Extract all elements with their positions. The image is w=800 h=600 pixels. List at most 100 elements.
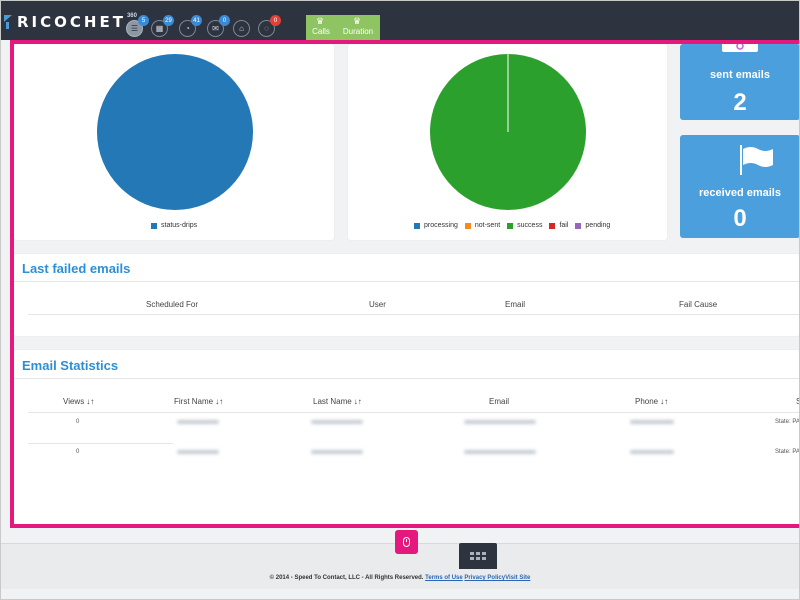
legend-swatch — [464, 222, 471, 229]
legend-label: status-drips — [161, 222, 198, 229]
blurred-last-name — [311, 420, 363, 424]
sort-icon: ↓↑ — [86, 397, 95, 406]
visit-site-link[interactable]: Visit Site — [505, 575, 531, 581]
blurred-email — [464, 420, 536, 424]
nav-badge: 29 — [163, 15, 174, 26]
legend-item-processing[interactable]: processing — [414, 222, 458, 229]
failed-emails-panel: Last failed emails Scheduled For User Em… — [14, 254, 800, 336]
divider — [28, 314, 800, 315]
nav-badge: 0 — [219, 15, 230, 26]
sort-icon: ↓↑ — [215, 397, 224, 406]
blurred-first-name — [177, 420, 219, 424]
divider — [14, 378, 800, 379]
th-last-name[interactable]: Last Name ↓↑ — [313, 397, 362, 406]
th-user[interactable]: User — [369, 300, 386, 309]
divider — [28, 443, 173, 444]
sent-emails-value: 2 — [733, 89, 747, 116]
logo-sup: 360 — [126, 13, 137, 19]
tab-calls-label: Calls — [312, 27, 330, 36]
crown-icon — [316, 17, 326, 26]
nav-badge: 41 — [191, 15, 202, 26]
th-scheduled-for[interactable]: Scheduled For — [146, 300, 199, 309]
ricochet-logo[interactable]: RICOCHET 360 — [4, 12, 137, 32]
sent-emails-card[interactable]: sent emails 2 — [680, 44, 800, 120]
grid-icon — [470, 552, 486, 560]
mouse-icon — [403, 537, 410, 547]
legend-label: success — [517, 222, 543, 229]
tab-duration[interactable]: Duration — [336, 15, 380, 40]
legend-swatch — [414, 222, 420, 229]
copyright: © 2014 - Speed To Contact, LLC - All Rig… — [0, 575, 800, 581]
message-icon[interactable]: ◌ 0 — [258, 15, 281, 37]
logo-mark-icon — [4, 15, 14, 29]
apps-grid-button[interactable] — [459, 543, 497, 569]
calendar-icon[interactable]: ▦ 29 — [151, 15, 174, 37]
pie-value-label: 2 — [506, 239, 510, 240]
legend-swatch — [151, 222, 157, 229]
received-emails-value: 0 — [733, 205, 747, 232]
chart-card-email-status: 2 processing not-sent success fail pendi… — [348, 44, 667, 240]
legend-label: fail — [559, 222, 569, 229]
privacy-link[interactable]: Privacy Policy — [464, 575, 506, 581]
crown-icon — [353, 17, 363, 26]
status-drips-pie-chart: 2 — [97, 54, 253, 240]
sort-icon: ↓↑ — [660, 397, 669, 406]
terms-link[interactable]: Terms of Use — [425, 575, 463, 581]
legend-item[interactable]: status-drips — [151, 222, 197, 229]
th-fail-cause[interactable]: Fail Cause — [679, 300, 718, 309]
cell-state: State: PA — [775, 419, 800, 425]
blurred-phone — [630, 450, 674, 454]
cell-views: 0 — [76, 449, 80, 455]
legend-label: not-sent — [474, 222, 501, 229]
divider — [28, 412, 800, 413]
chart-card-status-drips: 2 status-drips — [14, 44, 334, 240]
th-email[interactable]: Email — [489, 397, 510, 406]
nav-badge: 0 — [270, 15, 281, 26]
legend-label: pending — [585, 222, 611, 229]
inbox-icon[interactable]: ⌂ — [233, 20, 250, 37]
th-views[interactable]: Views ↓↑ — [63, 397, 95, 406]
envelope-icon — [722, 44, 758, 52]
legend-item-pending[interactable]: pending — [575, 222, 610, 229]
tab-duration-label: Duration — [342, 27, 374, 36]
chart-legend: processing not-sent success fail pending — [414, 222, 617, 229]
blurred-email — [464, 450, 536, 454]
chart-legend: status-drips — [151, 222, 204, 229]
chat-icon[interactable]: ◔ 41 — [179, 15, 202, 37]
sort-icon: ↓↑ — [353, 397, 362, 406]
legend-swatch — [507, 222, 514, 229]
th-email[interactable]: Email — [505, 300, 526, 309]
th-first-name[interactable]: First Name ↓↑ — [174, 397, 224, 406]
blurred-last-name — [311, 450, 363, 454]
legend-item-fail[interactable]: fail — [549, 222, 568, 229]
cell-state: State: PA — [775, 449, 800, 455]
contacts-icon[interactable]: ☰ 5 — [126, 15, 149, 37]
divider — [14, 281, 800, 282]
legend-item-not-sent[interactable]: not-sent — [464, 222, 501, 229]
blurred-first-name — [177, 450, 219, 454]
failed-emails-title: Last failed emails — [22, 261, 131, 276]
blurred-phone — [630, 420, 674, 424]
legend-swatch — [549, 222, 556, 229]
received-emails-label: received emails — [699, 187, 781, 199]
cell-views: 0 — [76, 419, 80, 425]
pie-slice-status-drips[interactable] — [97, 54, 253, 210]
th-phone[interactable]: Phone ↓↑ — [635, 397, 669, 406]
selection-frame — [10, 40, 800, 528]
email-icon[interactable]: ✉ 0 — [207, 15, 230, 37]
legend-label: processing — [424, 222, 458, 229]
received-emails-card[interactable]: received emails 0 — [680, 135, 800, 238]
legend-item-success[interactable]: success — [507, 222, 542, 229]
th-state[interactable]: S — [796, 397, 800, 406]
legend-swatch — [575, 222, 582, 229]
mouse-tracker-button[interactable] — [395, 530, 418, 554]
logo-text: RICOCHET — [17, 13, 126, 31]
email-statistics-panel: Email Statistics Views ↓↑ First Name ↓↑ La… — [14, 350, 800, 526]
email-statistics-title: Email Statistics — [22, 358, 119, 373]
pie-value-label: 2 — [173, 239, 177, 240]
copyright-text: © 2014 - Speed To Contact, LLC - All Rig… — [269, 575, 424, 581]
tab-calls[interactable]: Calls — [306, 15, 336, 40]
flag-icon — [740, 145, 773, 175]
sent-emails-label: sent emails — [710, 69, 770, 81]
email-status-pie-chart: 2 — [430, 54, 586, 240]
